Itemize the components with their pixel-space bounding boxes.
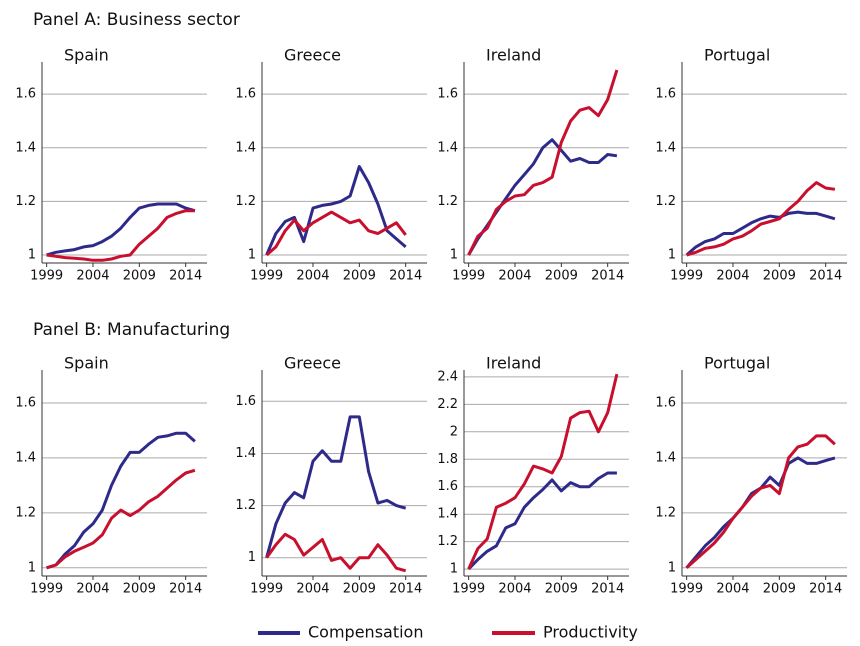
y-tick-label: 1.2: [235, 194, 256, 209]
y-tick-label: 1.2: [235, 498, 256, 513]
x-tick-label: 2009: [763, 269, 796, 284]
x-tick-label: 2014: [591, 582, 624, 597]
x-tick-label: 2004: [498, 582, 531, 597]
y-tick-label: 2: [450, 424, 458, 439]
chart-title: Greece: [284, 354, 341, 373]
chart-title: Ireland: [486, 354, 541, 373]
legend-label: Productivity: [543, 623, 638, 642]
y-tick-label: 1.6: [15, 87, 36, 102]
x-tick-label: 1999: [452, 269, 485, 284]
y-tick-label: 1.6: [235, 394, 256, 409]
x-tick-label: 2014: [809, 269, 842, 284]
y-tick-label: 1.6: [437, 87, 458, 102]
y-tick-label: 2.4: [437, 369, 458, 384]
x-tick-label: 1999: [670, 269, 703, 284]
y-tick-label: 1.6: [235, 87, 256, 102]
x-tick-label: 2004: [296, 269, 329, 284]
data-line: [265, 415, 407, 559]
chart-title: Ireland: [486, 46, 541, 65]
chart-title: Greece: [284, 46, 341, 65]
y-tick-label: 1.2: [655, 505, 676, 520]
chart-title: Portugal: [704, 354, 770, 373]
x-tick-label: 1999: [250, 582, 283, 597]
y-tick-label: 1.4: [15, 450, 36, 465]
x-tick-label: 1999: [670, 582, 703, 597]
x-tick-label: 2009: [123, 582, 156, 597]
x-tick-label: 2004: [716, 269, 749, 284]
x-tick-label: 1999: [30, 269, 63, 284]
x-tick-label: 2004: [76, 269, 109, 284]
x-tick-label: 2014: [169, 269, 202, 284]
chart-title: Spain: [64, 354, 109, 373]
x-tick-label: 2004: [716, 582, 749, 597]
y-tick-label: 1.8: [437, 452, 458, 467]
x-tick-label: 2014: [389, 582, 422, 597]
y-tick-label: 1: [248, 550, 256, 565]
y-tick-label: 1.4: [655, 140, 676, 155]
y-tick-label: 1.4: [655, 450, 676, 465]
data-line: [686, 181, 836, 257]
data-line: [467, 69, 619, 256]
y-tick-label: 1.4: [15, 140, 36, 155]
panel-title: Panel A: Business sector: [33, 10, 240, 30]
y-tick-label: 1.2: [437, 194, 458, 209]
data-line: [46, 431, 196, 570]
x-tick-label: 2004: [296, 582, 329, 597]
x-tick-label: 2009: [763, 582, 796, 597]
panel-title: Panel B: Manufacturing: [33, 320, 230, 340]
data-line: [685, 434, 836, 569]
data-line: [265, 210, 407, 257]
y-tick-label: 1.6: [15, 395, 36, 410]
y-tick-label: 1: [450, 247, 458, 262]
data-line: [265, 532, 407, 573]
y-tick-label: 1: [28, 247, 36, 262]
y-tick-label: 1.4: [437, 507, 458, 522]
y-tick-label: 1.2: [15, 505, 36, 520]
chart-title: Portugal: [704, 46, 770, 65]
data-line: [467, 138, 618, 256]
y-tick-label: 1: [248, 247, 256, 262]
x-tick-label: 2014: [389, 269, 422, 284]
data-line: [46, 468, 196, 570]
x-tick-label: 2009: [545, 582, 578, 597]
data-line: [685, 210, 836, 257]
x-tick-label: 2004: [76, 582, 109, 597]
x-tick-label: 2009: [343, 269, 376, 284]
data-line: [467, 373, 619, 570]
x-tick-label: 2014: [809, 582, 842, 597]
y-tick-label: 1.4: [235, 140, 256, 155]
x-tick-label: 2009: [343, 582, 376, 597]
y-tick-label: 1.4: [235, 446, 256, 461]
x-tick-label: 2014: [169, 582, 202, 597]
y-tick-label: 2.2: [437, 397, 458, 412]
data-line: [467, 471, 617, 571]
y-tick-label: 1.4: [437, 140, 458, 155]
x-tick-label: 1999: [452, 582, 485, 597]
x-tick-label: 1999: [250, 269, 283, 284]
y-tick-label: 1: [450, 562, 458, 577]
chart-title: Spain: [64, 46, 109, 65]
y-tick-label: 1.2: [437, 534, 458, 549]
y-tick-label: 1.6: [655, 87, 676, 102]
y-tick-label: 1.2: [655, 194, 676, 209]
y-tick-label: 1: [28, 560, 36, 575]
y-tick-label: 1: [668, 560, 676, 575]
y-tick-label: 1.6: [655, 395, 676, 410]
y-tick-label: 1.2: [15, 194, 36, 209]
x-tick-label: 2009: [545, 269, 578, 284]
data-line: [46, 202, 196, 257]
x-tick-label: 2004: [498, 269, 531, 284]
legend-label: Compensation: [308, 623, 423, 642]
y-tick-label: 1: [668, 247, 676, 262]
y-tick-label: 1.6: [437, 479, 458, 494]
x-tick-label: 1999: [30, 582, 63, 597]
x-tick-label: 2014: [591, 269, 624, 284]
data-line: [265, 165, 407, 256]
x-tick-label: 2009: [123, 269, 156, 284]
data-line: [46, 209, 195, 262]
